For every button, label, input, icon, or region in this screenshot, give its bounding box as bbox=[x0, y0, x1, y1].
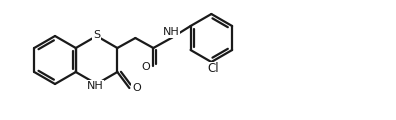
Text: NH: NH bbox=[87, 81, 104, 91]
Text: S: S bbox=[93, 30, 100, 39]
Text: NH: NH bbox=[163, 27, 180, 37]
Text: O: O bbox=[132, 83, 141, 93]
Text: Cl: Cl bbox=[208, 63, 219, 75]
Text: O: O bbox=[141, 62, 150, 72]
